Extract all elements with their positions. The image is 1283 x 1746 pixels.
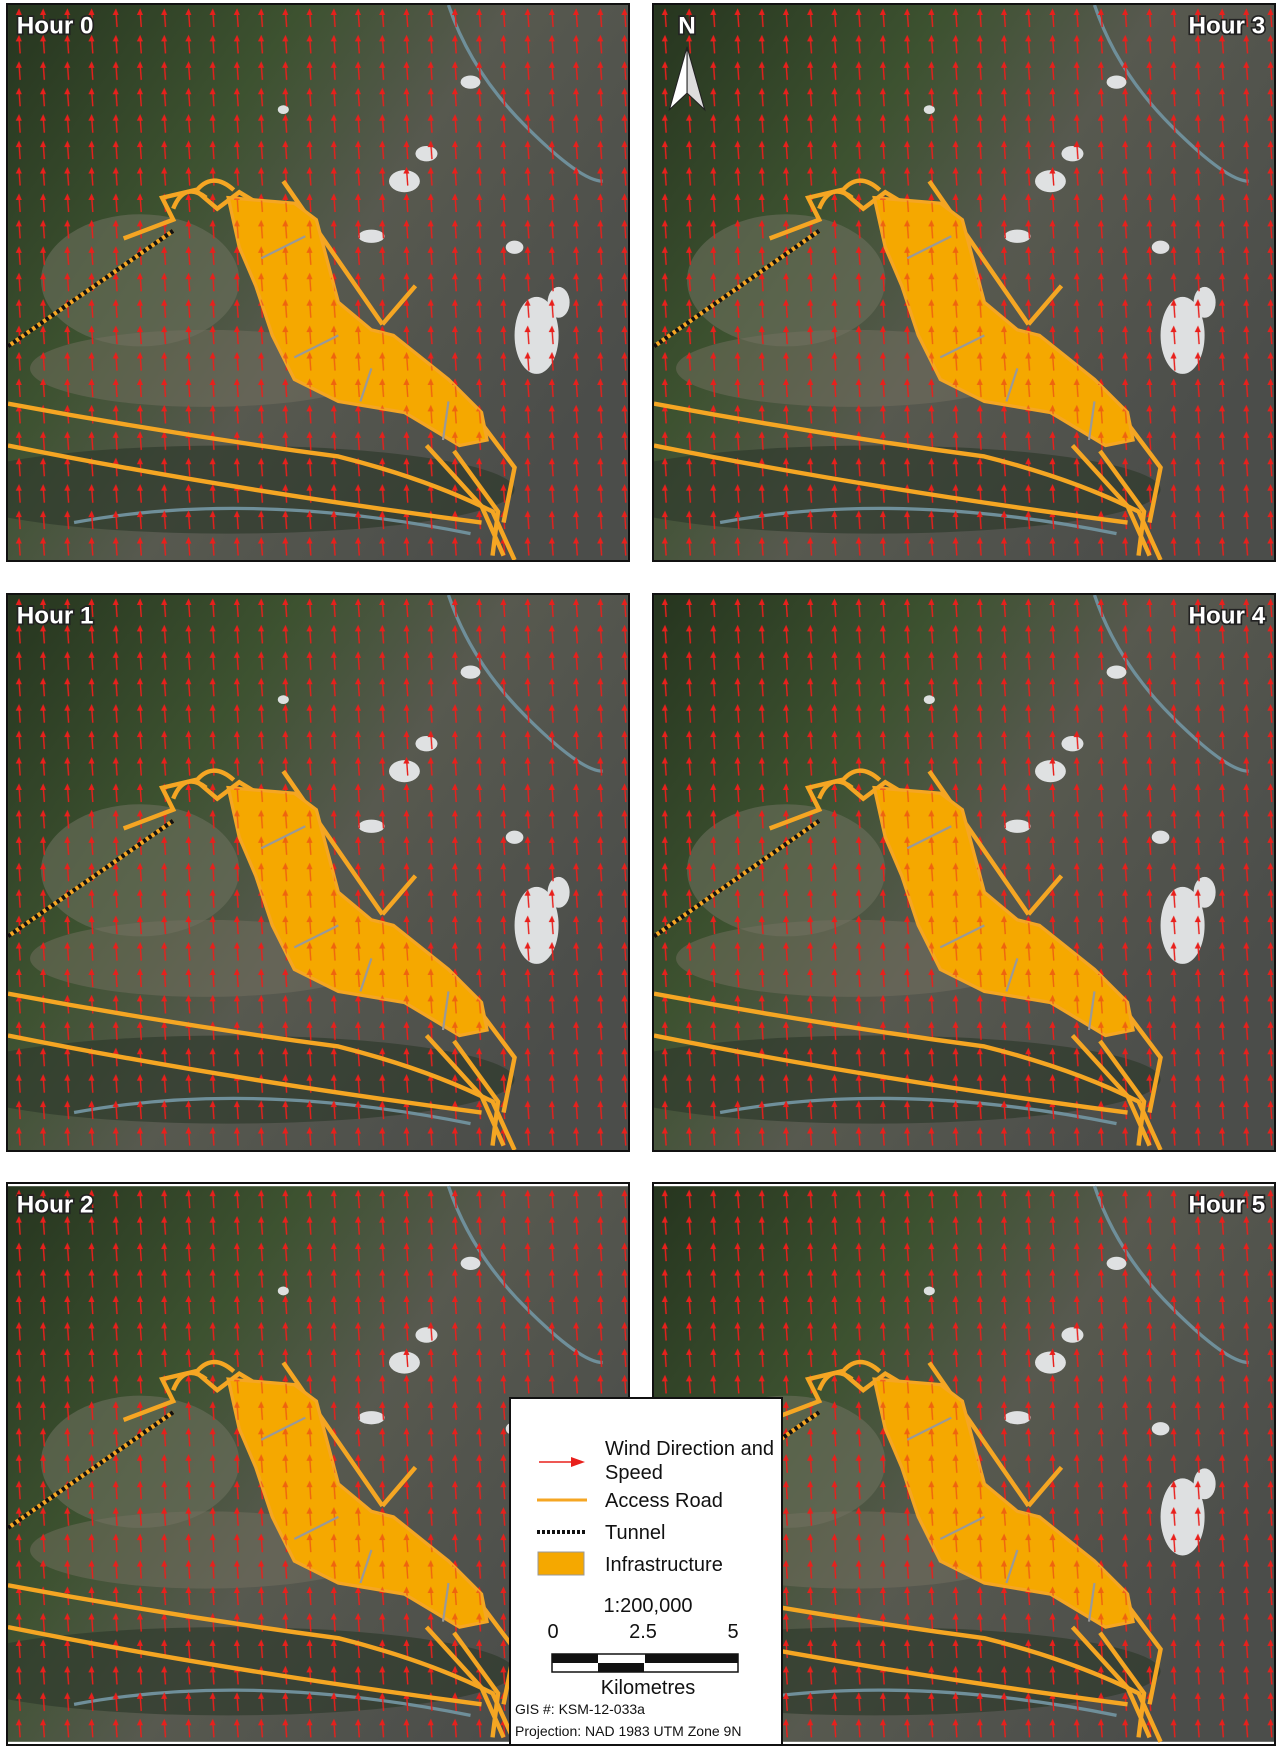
infrastructure-symbol (537, 1551, 587, 1577)
panel-label: Hour 5 (1189, 1192, 1266, 1219)
gis-number: GIS #: KSM-12-033a (515, 1701, 645, 1717)
map-panel: Hour 3 N (652, 3, 1276, 562)
scale-tick: 0 (543, 1621, 563, 1644)
panel-label: Hour 1 (17, 603, 94, 630)
north-label: N (678, 13, 696, 40)
scale-bar (551, 1653, 741, 1675)
scale-ratio: 1:200,000 (511, 1595, 785, 1618)
panel-label: Hour 2 (17, 1192, 94, 1219)
legend-label: Tunnel (605, 1521, 665, 1545)
map: Hour 4 (654, 595, 1274, 1150)
scale-tick: 2.5 (623, 1621, 663, 1644)
legend-label: Infrastructure (605, 1553, 723, 1577)
map-panel: Hour 4 (652, 593, 1276, 1152)
panel-label: Hour 3 (1188, 13, 1265, 40)
road-symbol (537, 1497, 587, 1503)
map: Hour 3 N (654, 5, 1274, 560)
legend-label: Access Road (605, 1489, 723, 1513)
scale-unit: Kilometres (511, 1677, 785, 1700)
projection: Projection: NAD 1983 UTM Zone 9N (515, 1723, 741, 1739)
page: Hour 0 Hour 1 Hour 2 Hour 3 N Hour 4 Hou… (0, 0, 1283, 1746)
wind-symbol (537, 1455, 587, 1469)
scale-tick: 5 (723, 1621, 743, 1644)
panel-label: Hour 0 (17, 13, 94, 40)
legend-label: Wind Direction and Speed (605, 1437, 775, 1485)
map: Hour 0 (8, 5, 628, 560)
panel-label: Hour 4 (1188, 603, 1265, 630)
map-panel: Hour 0 (6, 3, 630, 562)
legend: Wind Direction and Speed Access Road Tun… (509, 1397, 783, 1746)
map: Hour 1 (8, 595, 628, 1150)
tunnel-symbol (537, 1529, 587, 1535)
map-panel: Hour 1 (6, 593, 630, 1152)
